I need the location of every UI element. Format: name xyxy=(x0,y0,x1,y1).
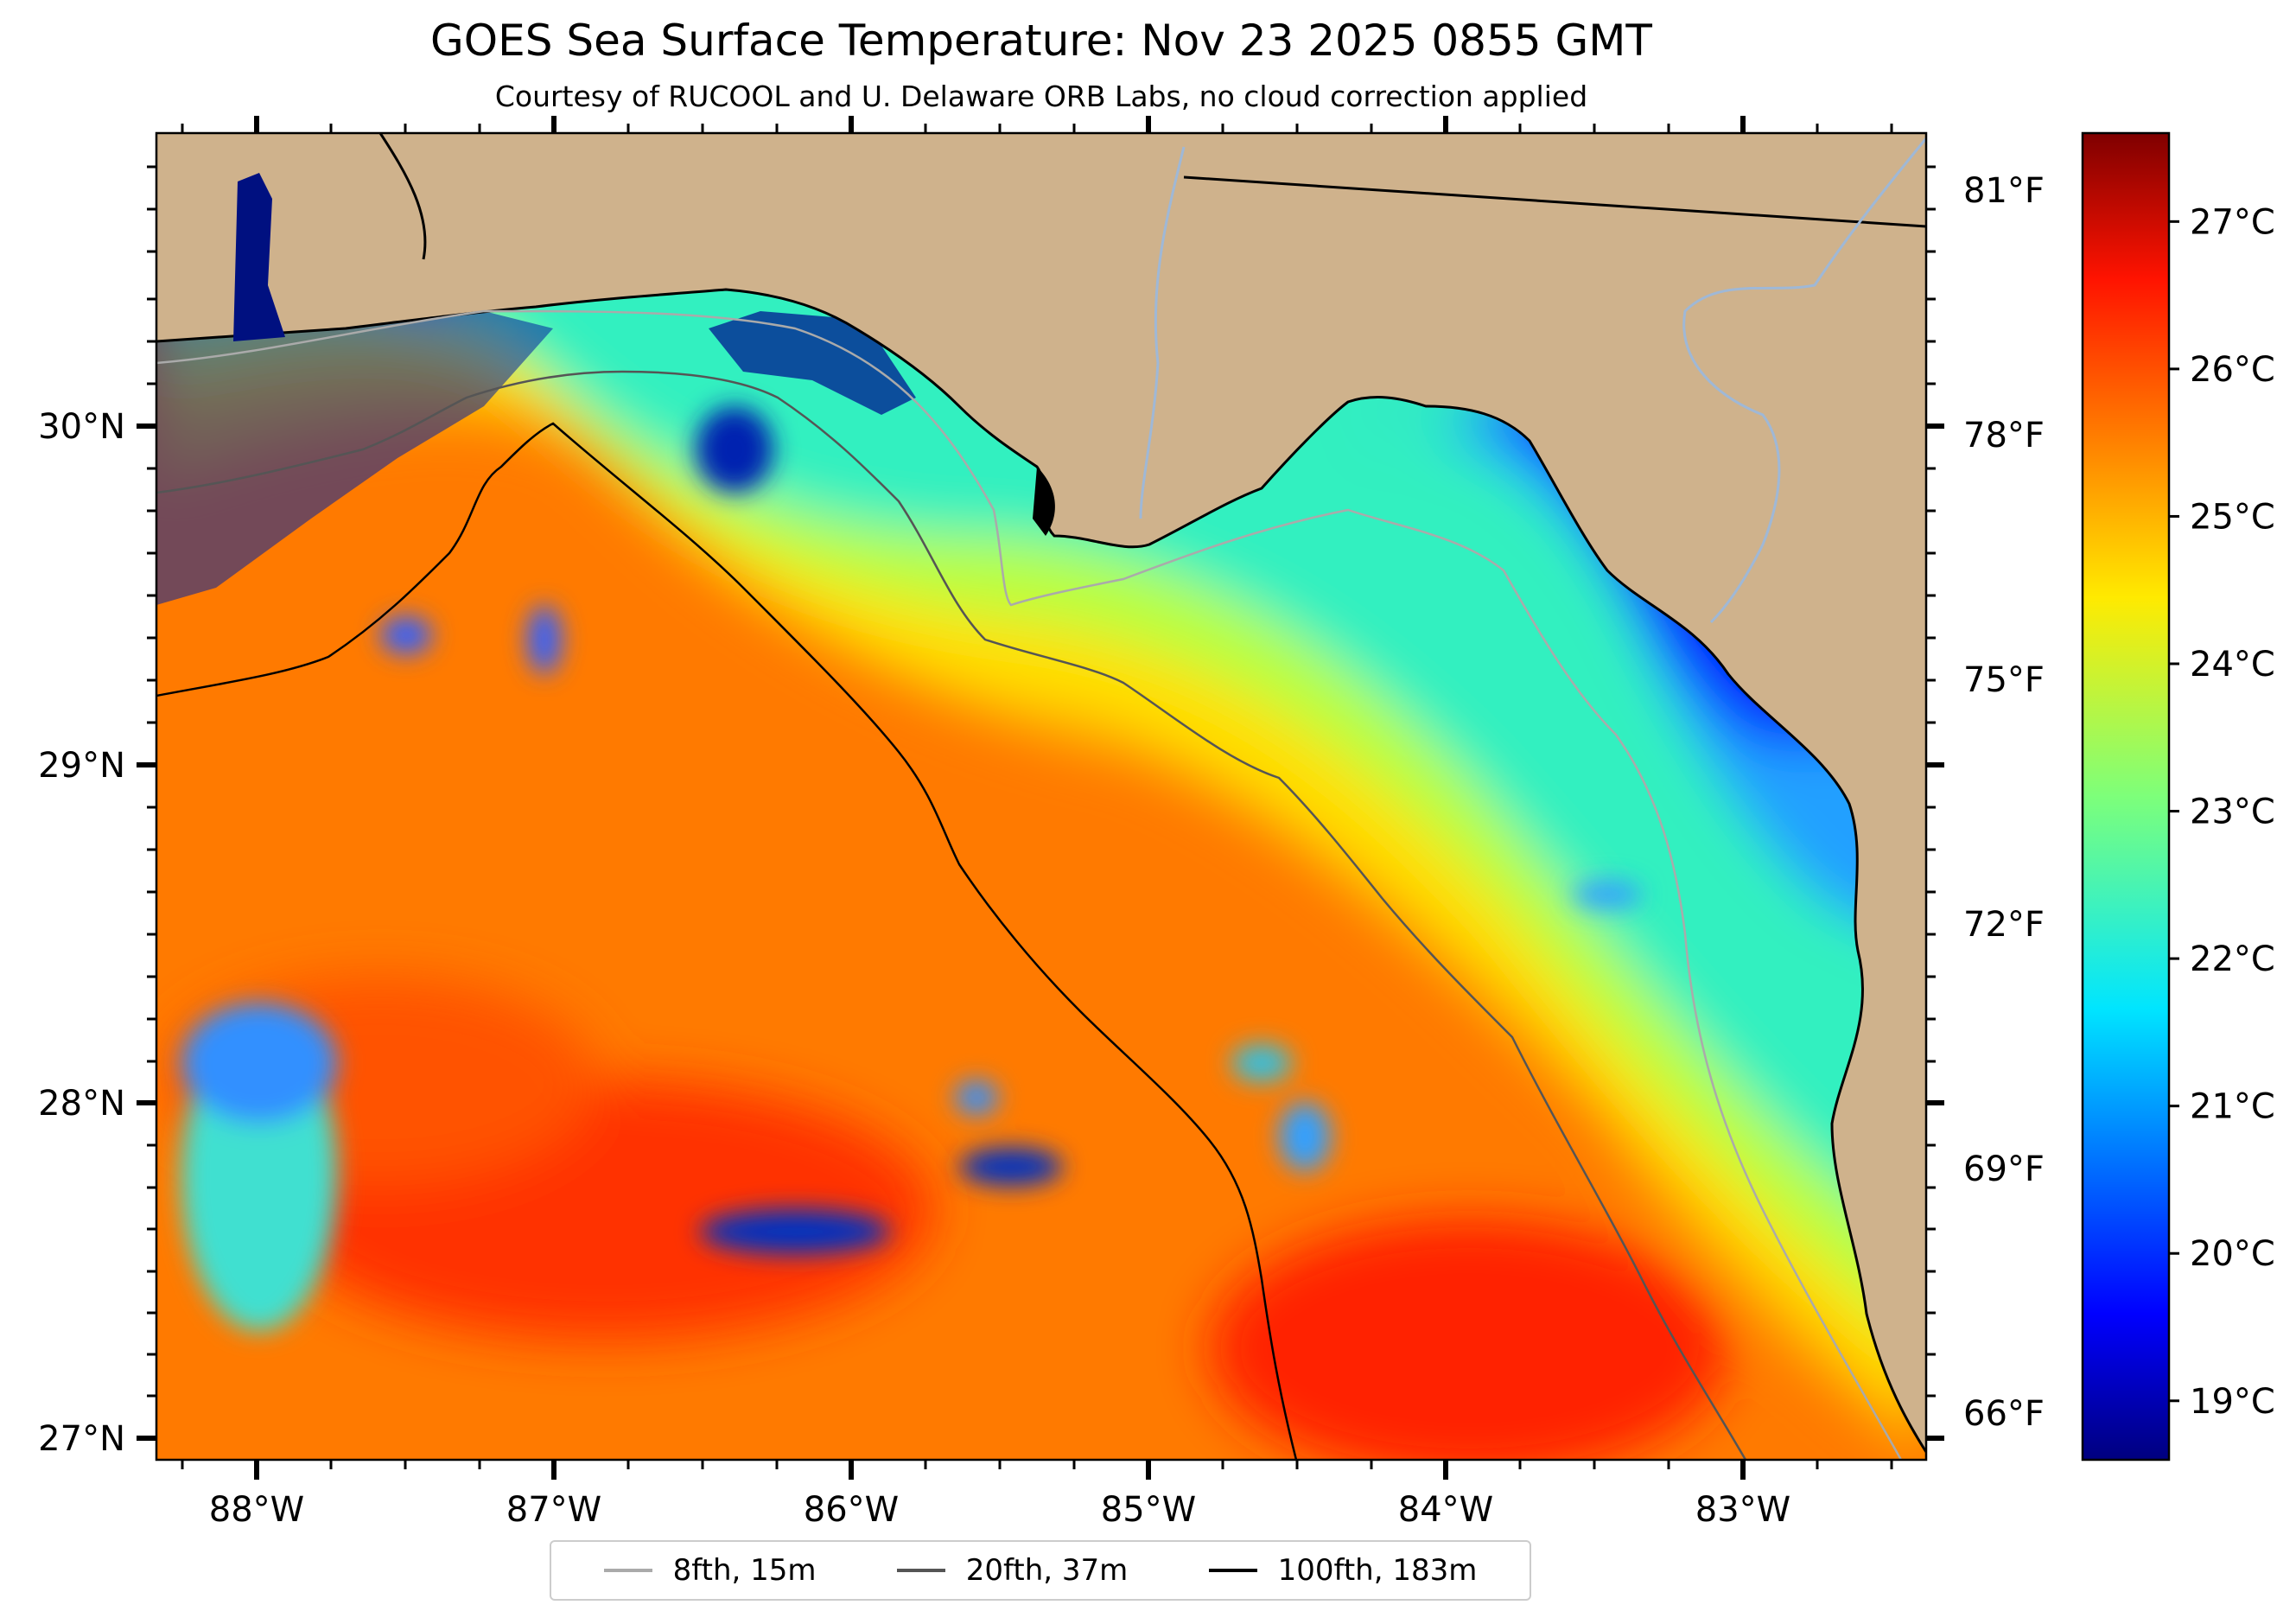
map-title: GOES Sea Surface Temperature: Nov 23 202… xyxy=(430,16,1652,66)
mobile-bay xyxy=(233,173,285,341)
legend-label: 20fth, 37m xyxy=(965,1553,1129,1588)
isobath-legend: 8fth, 15m 20fth, 37m 100fth, 183m xyxy=(550,1540,1531,1601)
lon-label-84w: 84°W xyxy=(1398,1490,1493,1530)
colorbar-label: 19°C xyxy=(2190,1382,2275,1422)
colorbar-label: 26°C xyxy=(2190,350,2275,390)
isobath-100fth xyxy=(156,422,1298,1460)
river xyxy=(1139,146,1186,519)
lon-label-83w: 83°W xyxy=(1695,1490,1790,1530)
legend-item-100fth: 100fth, 183m xyxy=(1208,1553,1478,1588)
colorbar-label: 27°C xyxy=(2190,202,2275,242)
lon-minor-ticks xyxy=(181,124,1893,1469)
coastline xyxy=(156,288,1926,1453)
lat-label-30n: 30°N xyxy=(38,407,125,447)
colorbar-label: 23°C xyxy=(2190,793,2275,832)
colorbar-ticks xyxy=(2169,220,2179,1403)
colorbar-label: 22°C xyxy=(2190,939,2275,979)
lat-label-27n: 27°N xyxy=(38,1419,125,1459)
lon-tick-labels: 88°W 87°W 86°W 85°W 84°W 83°W xyxy=(209,1490,1790,1530)
f-label-69: 69°F xyxy=(1963,1150,2045,1189)
map-frame xyxy=(155,131,1928,1462)
lat-tick-labels: 30°N 29°N 28°N 27°N xyxy=(38,407,125,1459)
fahrenheit-tick-labels: 81°F 78°F 75°F 72°F 69°F 66°F xyxy=(1963,171,2045,1434)
isobath-8fth xyxy=(156,309,1903,1460)
isobath-20fth xyxy=(156,370,1747,1460)
legend-swatch xyxy=(603,1569,652,1572)
colorbar-labels: 27°C 26°C 25°C 24°C 23°C 22°C 21°C 20°C 19°C xyxy=(2190,202,2275,1421)
lat-major-ticks xyxy=(137,424,1944,1441)
f-label-78: 78°F xyxy=(1963,416,2045,455)
lon-label-85w: 85°W xyxy=(1101,1490,1196,1530)
f-label-81: 81°F xyxy=(1963,171,2045,211)
lon-major-ticks xyxy=(254,116,1746,1480)
legend-swatch xyxy=(896,1569,945,1572)
colorbar-label: 25°C xyxy=(2190,497,2275,537)
colorbar-label: 21°C xyxy=(2190,1087,2275,1127)
lon-label-86w: 86°W xyxy=(804,1490,899,1530)
river-east xyxy=(1682,137,1926,624)
lat-label-29n: 29°N xyxy=(38,746,125,786)
map-subtitle: Courtesy of RUCOOL and U. Delaware ORB L… xyxy=(494,80,1588,113)
legend-swatch xyxy=(1208,1569,1257,1572)
colorbar-label: 24°C xyxy=(2190,645,2275,685)
lat-minor-ticks xyxy=(147,165,1936,1398)
f-label-75: 75°F xyxy=(1963,660,2045,700)
bay-outline xyxy=(1033,467,1055,536)
map-area xyxy=(156,133,1926,1460)
legend-item-20fth: 20fth, 37m xyxy=(896,1553,1129,1588)
lon-label-88w: 88°W xyxy=(209,1490,304,1530)
land xyxy=(156,133,1926,1452)
colorbar xyxy=(2081,131,2171,1462)
cold-coastal-patch xyxy=(709,311,916,415)
legend-item-8fth: 8fth, 15m xyxy=(603,1553,817,1588)
lat-label-28n: 28°N xyxy=(38,1084,125,1124)
f-label-66: 66°F xyxy=(1963,1394,2045,1434)
lon-label-87w: 87°W xyxy=(506,1490,601,1530)
state-boundary-west xyxy=(378,133,427,260)
cold-coastal-band xyxy=(156,285,553,605)
legend-label: 100fth, 183m xyxy=(1277,1553,1478,1588)
legend-label: 8fth, 15m xyxy=(672,1553,817,1588)
f-label-72: 72°F xyxy=(1963,905,2045,945)
cold-patches xyxy=(181,406,1642,1331)
colorbar-label: 20°C xyxy=(2190,1234,2275,1274)
state-boundary xyxy=(1183,175,1926,228)
